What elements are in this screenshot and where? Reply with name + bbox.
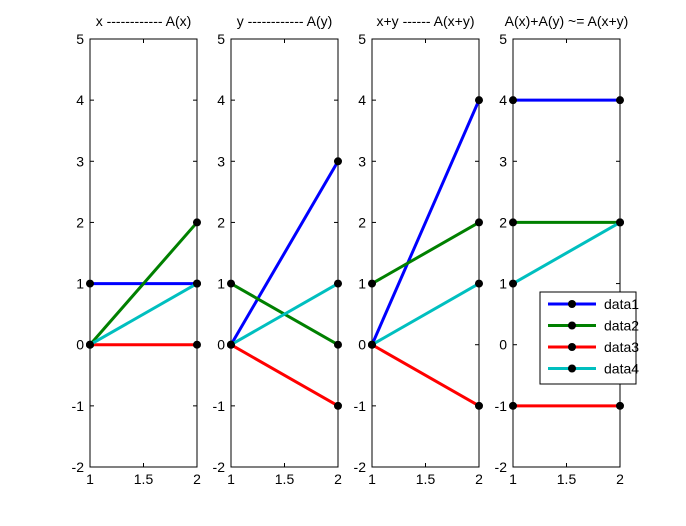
data-point-marker xyxy=(616,96,624,105)
x-tick-label: 1.5 xyxy=(416,471,436,487)
data-point-marker xyxy=(334,340,342,349)
x-tick-label: 1.5 xyxy=(134,471,154,487)
series-line-3 xyxy=(230,343,339,408)
x-tick-label: 1 xyxy=(227,471,235,487)
panel-title: A(x)+A(y) ~= A(x+y) xyxy=(505,13,629,29)
y-tick-label: 1 xyxy=(499,276,507,292)
y-tick-label: 2 xyxy=(217,214,225,230)
data-point-marker xyxy=(509,401,517,410)
y-tick-label: -1 xyxy=(495,398,508,414)
x-tick-label: 1.5 xyxy=(275,471,295,487)
legend: data1 data2 data3 data4 xyxy=(539,291,639,385)
y-tick-label: 3 xyxy=(499,153,507,169)
data-point-marker xyxy=(86,340,94,349)
y-tick-label: -2 xyxy=(495,459,508,475)
y-tick-label: 5 xyxy=(499,31,507,47)
legend-entry-label: data3 xyxy=(604,339,639,355)
panel-3: -2 -1 0 1 2 3 4 5 1 1.5 2 x+y ------ A(x+y) xyxy=(354,13,484,487)
y-tick-label: 2 xyxy=(76,214,84,230)
y-tick-label: 0 xyxy=(499,337,507,353)
series-line-1 xyxy=(229,160,340,346)
data-point-marker xyxy=(193,279,201,288)
y-tick-label: 0 xyxy=(217,337,225,353)
data-point-marker xyxy=(227,279,235,288)
data-point-marker xyxy=(475,279,483,288)
y-tick-label: -1 xyxy=(72,398,85,414)
x-tick-label: 1 xyxy=(86,471,94,487)
data-point-marker xyxy=(334,401,342,410)
data-point-marker xyxy=(616,401,624,410)
data-point-marker xyxy=(193,218,201,227)
series-line-4 xyxy=(230,282,339,347)
data-point-marker xyxy=(334,279,342,288)
y-tick-label: 0 xyxy=(358,337,366,353)
y-tick-label: 0 xyxy=(76,337,84,353)
x-tick-label: 1.5 xyxy=(557,471,577,487)
x-tick-label: 2 xyxy=(334,471,342,487)
series-line-3 xyxy=(371,343,480,408)
data-point-marker xyxy=(509,218,517,227)
data-point-marker xyxy=(368,340,376,349)
legend-swatch-marker xyxy=(568,300,576,308)
y-tick-label: -2 xyxy=(72,459,85,475)
legend-entry-label: data1 xyxy=(604,296,639,312)
data-point-marker xyxy=(475,218,483,227)
legend-swatch-marker xyxy=(568,343,576,351)
data-point-marker xyxy=(475,96,483,105)
x-tick-label: 1 xyxy=(368,471,376,487)
y-tick-label: 3 xyxy=(217,153,225,169)
y-tick-label: -1 xyxy=(354,398,367,414)
x-tick-label: 1 xyxy=(509,471,517,487)
data-point-marker xyxy=(509,96,517,105)
series-line-4 xyxy=(371,282,480,347)
x-tick-label: 2 xyxy=(193,471,201,487)
y-tick-label: 2 xyxy=(499,214,507,230)
y-tick-label: -2 xyxy=(213,459,226,475)
plot-area-frame xyxy=(89,38,198,468)
y-tick-label: -2 xyxy=(354,459,367,475)
legend-swatch-marker xyxy=(568,321,576,330)
y-tick-label: 5 xyxy=(76,31,84,47)
data-point-marker xyxy=(475,401,483,410)
legend-swatch-marker xyxy=(568,364,576,373)
panel-2: -2 -1 0 1 2 3 4 5 1 1.5 2 y ------------ A(y) xyxy=(213,13,343,487)
y-tick-label: 2 xyxy=(358,214,366,230)
data-point-marker xyxy=(227,340,235,349)
data-point-marker xyxy=(368,279,376,288)
data-point-marker xyxy=(509,279,517,288)
series-line-1 xyxy=(370,99,481,346)
y-tick-label: 3 xyxy=(76,153,84,169)
data-point-marker xyxy=(193,340,201,349)
data-point-marker xyxy=(616,218,624,227)
series-line-4 xyxy=(89,282,198,347)
data-point-marker xyxy=(334,157,342,166)
x-tick-label: 2 xyxy=(616,471,624,487)
y-tick-label: 3 xyxy=(358,153,366,169)
y-tick-label: 1 xyxy=(217,276,225,292)
y-tick-label: 4 xyxy=(217,92,225,108)
y-tick-label: -1 xyxy=(213,398,226,414)
series-line-4 xyxy=(512,221,621,285)
panel-title: y ------------ A(y) xyxy=(237,13,333,29)
y-tick-label: 1 xyxy=(76,276,84,292)
y-tick-label: 4 xyxy=(76,92,84,108)
y-tick-label: 1 xyxy=(358,276,366,292)
panel-title: x+y ------ A(x+y) xyxy=(377,13,475,29)
y-tick-label: 4 xyxy=(358,92,366,108)
x-tick-label: 2 xyxy=(475,471,483,487)
legend-entry-label: data4 xyxy=(604,361,639,377)
y-tick-label: 5 xyxy=(358,31,366,47)
series-line-2 xyxy=(88,221,199,346)
y-tick-label: 4 xyxy=(499,92,507,108)
panel-title: x ------------ A(x) xyxy=(96,13,192,29)
series-line-2 xyxy=(371,221,480,285)
legend-entry-label: data2 xyxy=(604,318,639,334)
y-tick-label: 5 xyxy=(217,31,225,47)
panel-1: -2 -1 0 1 2 3 4 5 1 1.5 2 x ------------ A(x) xyxy=(72,13,202,487)
data-point-marker xyxy=(86,279,94,288)
